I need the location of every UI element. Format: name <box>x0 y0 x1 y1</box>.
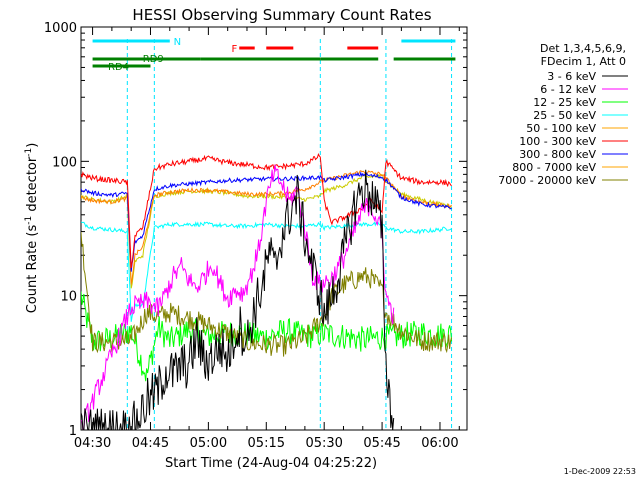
legend-label: 300 - 800 keV <box>519 148 596 161</box>
y-axis-label: Count Rate (s-1 detector-1) <box>24 143 40 314</box>
legend-header-line-1: Det 1,3,4,5,6,9, <box>540 42 626 55</box>
x-tick-label: 05:45 <box>363 436 400 451</box>
plot-frame <box>80 26 468 431</box>
legend-header-line-2: FDecim 1, Att 0 <box>541 55 626 68</box>
legend: Det 1,3,4,5,6,9, FDecim 1, Att 0 3 - 6 k… <box>498 42 628 187</box>
legend-label: 12 - 25 keV <box>533 96 596 109</box>
series-line-1 <box>81 169 395 430</box>
x-tick-label: 06:00 <box>421 436 458 451</box>
legend-label: 6 - 12 keV <box>540 83 596 96</box>
x-tick-label: 05:15 <box>248 436 285 451</box>
legend-label: 50 - 100 keV <box>526 122 596 135</box>
legend-label: 3 - 6 keV <box>547 70 596 83</box>
y-tick-label: 1000 <box>44 21 77 36</box>
y-tick-label: 10 <box>60 290 77 305</box>
flag-label-rd9: RD9 <box>143 54 164 65</box>
series-line-9 <box>81 231 453 357</box>
y-tick-label: 1 <box>69 424 77 439</box>
x-axis-label: Start Time (24-Aug-04 04:25:22) <box>165 456 377 471</box>
x-tick-label: 04:30 <box>74 436 111 451</box>
series-line-7 <box>81 171 452 272</box>
flag-label-n: N <box>174 37 181 48</box>
flag-label-f: F <box>232 44 238 55</box>
x-tick-label: 04:45 <box>132 436 169 451</box>
legend-label: 100 - 300 keV <box>519 135 596 148</box>
legend-label: 7000 - 20000 keV <box>498 174 596 187</box>
chart-title: HESSI Observing Summary Count Rates <box>132 6 431 24</box>
series-group <box>81 39 453 430</box>
series-line-8 <box>81 170 452 285</box>
series-line-6 <box>81 153 452 269</box>
series-line-5 <box>81 173 452 289</box>
x-tick-label: 05:30 <box>305 436 342 451</box>
x-tick-label: 05:00 <box>190 436 227 451</box>
legend-label: 800 - 7000 keV <box>512 161 596 174</box>
series-line-4 <box>81 221 453 322</box>
plot-area: N F RD9 RD4 <box>80 26 468 431</box>
y-tick-label: 100 <box>52 155 77 170</box>
legend-label: 25 - 50 keV <box>533 109 596 122</box>
generation-timestamp: 1-Dec-2009 22:53 <box>564 467 636 476</box>
flag-label-rd4: RD4 <box>108 62 129 73</box>
